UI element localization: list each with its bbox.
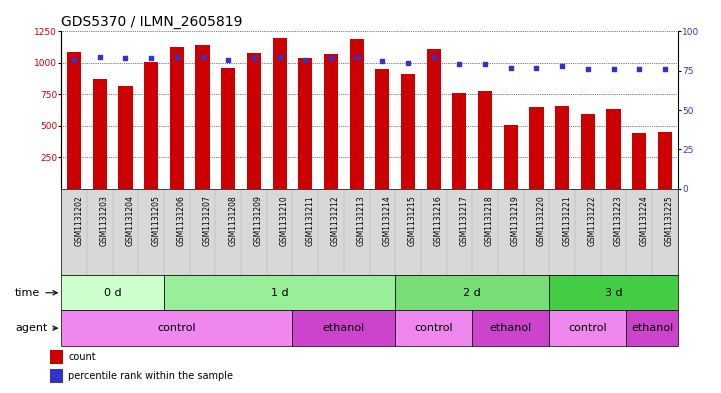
Text: ethanol: ethanol [631, 323, 673, 333]
Bar [658, 132, 672, 189]
Point [197, 53, 208, 60]
Bar [118, 86, 133, 189]
Text: control: control [569, 323, 607, 333]
Bar [50, 350, 63, 364]
Text: GSM1131202: GSM1131202 [74, 196, 83, 246]
Bar [93, 79, 107, 189]
Bar [504, 125, 518, 189]
Bar [164, 275, 395, 310]
Point [248, 55, 260, 61]
Bar [555, 106, 569, 189]
Text: GSM1131221: GSM1131221 [562, 196, 571, 246]
Bar [581, 114, 595, 189]
Text: GSM1131206: GSM1131206 [177, 196, 186, 246]
Bar [298, 58, 312, 189]
Bar [170, 46, 184, 189]
Text: ethanol: ethanol [490, 323, 532, 333]
Bar [452, 93, 466, 189]
Text: GSM1131222: GSM1131222 [588, 196, 597, 246]
Point [146, 55, 157, 61]
Point [171, 53, 182, 60]
Bar [549, 310, 627, 346]
Text: GSM1131218: GSM1131218 [485, 196, 494, 246]
Text: control: control [415, 323, 453, 333]
Text: agent: agent [15, 323, 57, 333]
Bar [67, 51, 81, 189]
Bar [632, 133, 646, 189]
Text: GSM1131204: GSM1131204 [125, 196, 135, 246]
Bar [395, 310, 472, 346]
Text: GSM1131224: GSM1131224 [640, 196, 648, 246]
Point [402, 60, 414, 66]
Text: ethanol: ethanol [323, 323, 365, 333]
Bar [195, 45, 210, 189]
Bar [221, 68, 235, 189]
Text: percentile rank within the sample: percentile rank within the sample [68, 371, 234, 382]
Point [376, 58, 388, 64]
Text: GSM1131209: GSM1131209 [254, 196, 263, 246]
Point [557, 63, 568, 69]
Point [94, 53, 105, 60]
Point [634, 66, 645, 72]
Text: GSM1131205: GSM1131205 [151, 196, 160, 246]
Bar [293, 310, 395, 346]
Point [120, 55, 131, 61]
Point [531, 64, 542, 71]
Bar [549, 275, 678, 310]
Text: GSM1131213: GSM1131213 [357, 196, 366, 246]
Text: 3 d: 3 d [605, 288, 622, 298]
Point [274, 53, 286, 60]
Bar [427, 49, 441, 189]
Point [505, 64, 516, 71]
Point [223, 57, 234, 63]
Bar [529, 107, 544, 189]
Text: count: count [68, 352, 96, 362]
Text: GSM1131216: GSM1131216 [434, 196, 443, 246]
Text: GDS5370 / ILMN_2605819: GDS5370 / ILMN_2605819 [61, 15, 243, 29]
Text: GSM1131219: GSM1131219 [510, 196, 520, 246]
Bar [350, 39, 363, 189]
Text: GSM1131203: GSM1131203 [99, 196, 109, 246]
Point [325, 55, 337, 61]
Bar [478, 91, 492, 189]
Point [582, 66, 593, 72]
Text: GSM1131225: GSM1131225 [665, 196, 674, 246]
Text: GSM1131217: GSM1131217 [459, 196, 469, 246]
Bar [395, 275, 549, 310]
Bar [606, 109, 621, 189]
Bar [144, 62, 158, 189]
Point [659, 66, 671, 72]
Bar [627, 310, 678, 346]
Text: control: control [158, 323, 196, 333]
Bar [61, 310, 293, 346]
Text: GSM1131210: GSM1131210 [280, 196, 288, 246]
Point [479, 61, 491, 68]
Bar [50, 369, 63, 383]
Bar [401, 74, 415, 189]
Point [608, 66, 619, 72]
Text: GSM1131207: GSM1131207 [203, 196, 211, 246]
Text: GSM1131212: GSM1131212 [331, 196, 340, 246]
Bar [247, 53, 261, 189]
Point [454, 61, 465, 68]
Bar [61, 275, 164, 310]
Text: GSM1131215: GSM1131215 [408, 196, 417, 246]
Text: GSM1131223: GSM1131223 [614, 196, 622, 246]
Bar [376, 69, 389, 189]
Text: GSM1131214: GSM1131214 [382, 196, 392, 246]
Bar [324, 54, 338, 189]
Point [68, 57, 80, 63]
Text: 1 d: 1 d [271, 288, 288, 298]
Text: GSM1131211: GSM1131211 [305, 196, 314, 246]
Text: GSM1131208: GSM1131208 [229, 196, 237, 246]
Text: GSM1131220: GSM1131220 [536, 196, 546, 246]
Bar [273, 38, 287, 189]
Point [428, 53, 440, 60]
Text: 0 d: 0 d [104, 288, 121, 298]
Text: time: time [15, 288, 57, 298]
Point [351, 53, 363, 60]
Text: 2 d: 2 d [464, 288, 481, 298]
Point [299, 57, 311, 63]
Bar [472, 310, 549, 346]
